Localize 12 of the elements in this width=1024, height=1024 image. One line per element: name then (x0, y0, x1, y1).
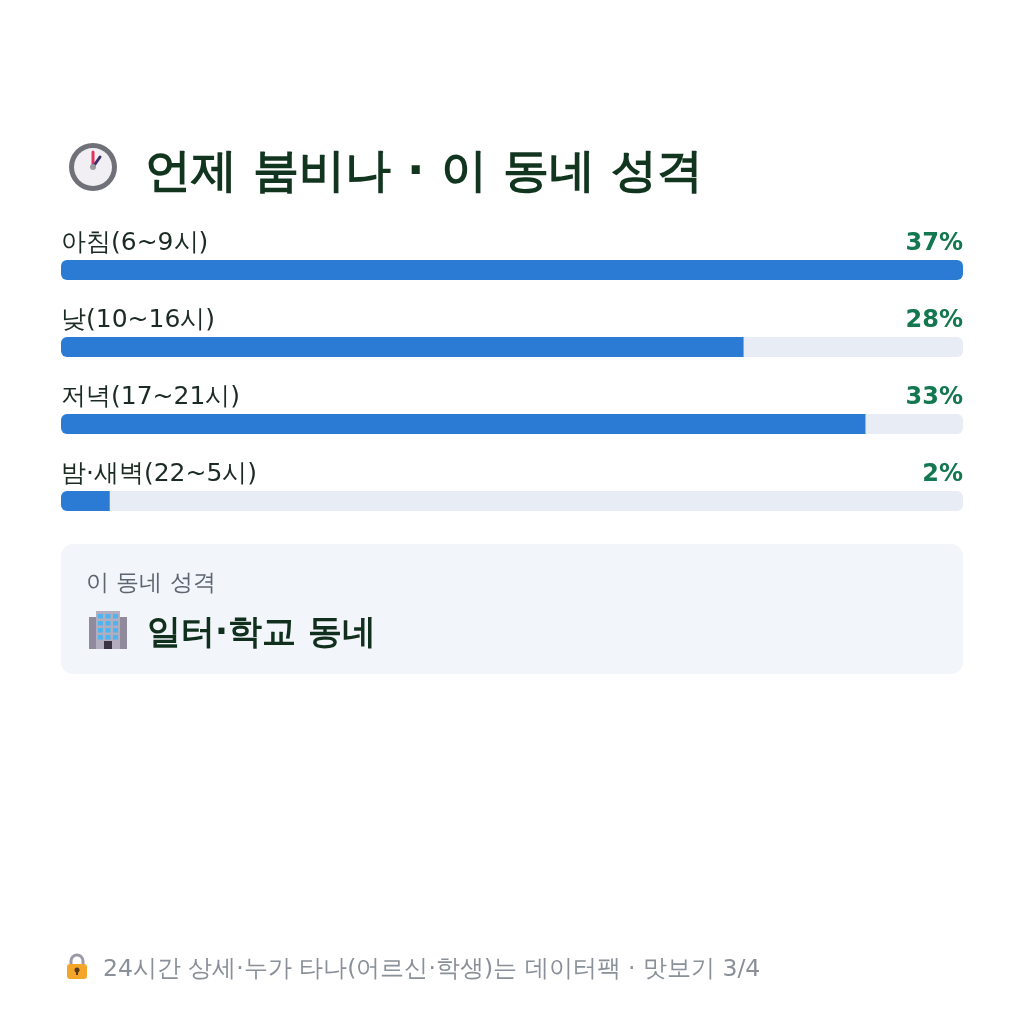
title: 언제 붐비나 · 이 동네 성격 (145, 143, 703, 197)
card-label: 이 동네 성격 (86, 569, 216, 595)
category-label: 아침(6~9시) (61, 227, 209, 256)
card-text: 일터·학교 동네 (147, 611, 376, 651)
value-label: 2% (922, 459, 963, 487)
value-label: 37% (905, 228, 963, 256)
value-label: 33% (905, 382, 963, 410)
category-label: 낮(10~16시) (61, 304, 216, 333)
value-label: 28% (905, 305, 963, 333)
annotation: 24시간 상세·누가 타나(어르신·학생)는 데이터팩 · 맛보기 3/4 (103, 954, 761, 982)
category-label: 밤·새벽(22~5시) (61, 458, 258, 487)
category-label: 저녁(17~21시) (61, 381, 241, 410)
